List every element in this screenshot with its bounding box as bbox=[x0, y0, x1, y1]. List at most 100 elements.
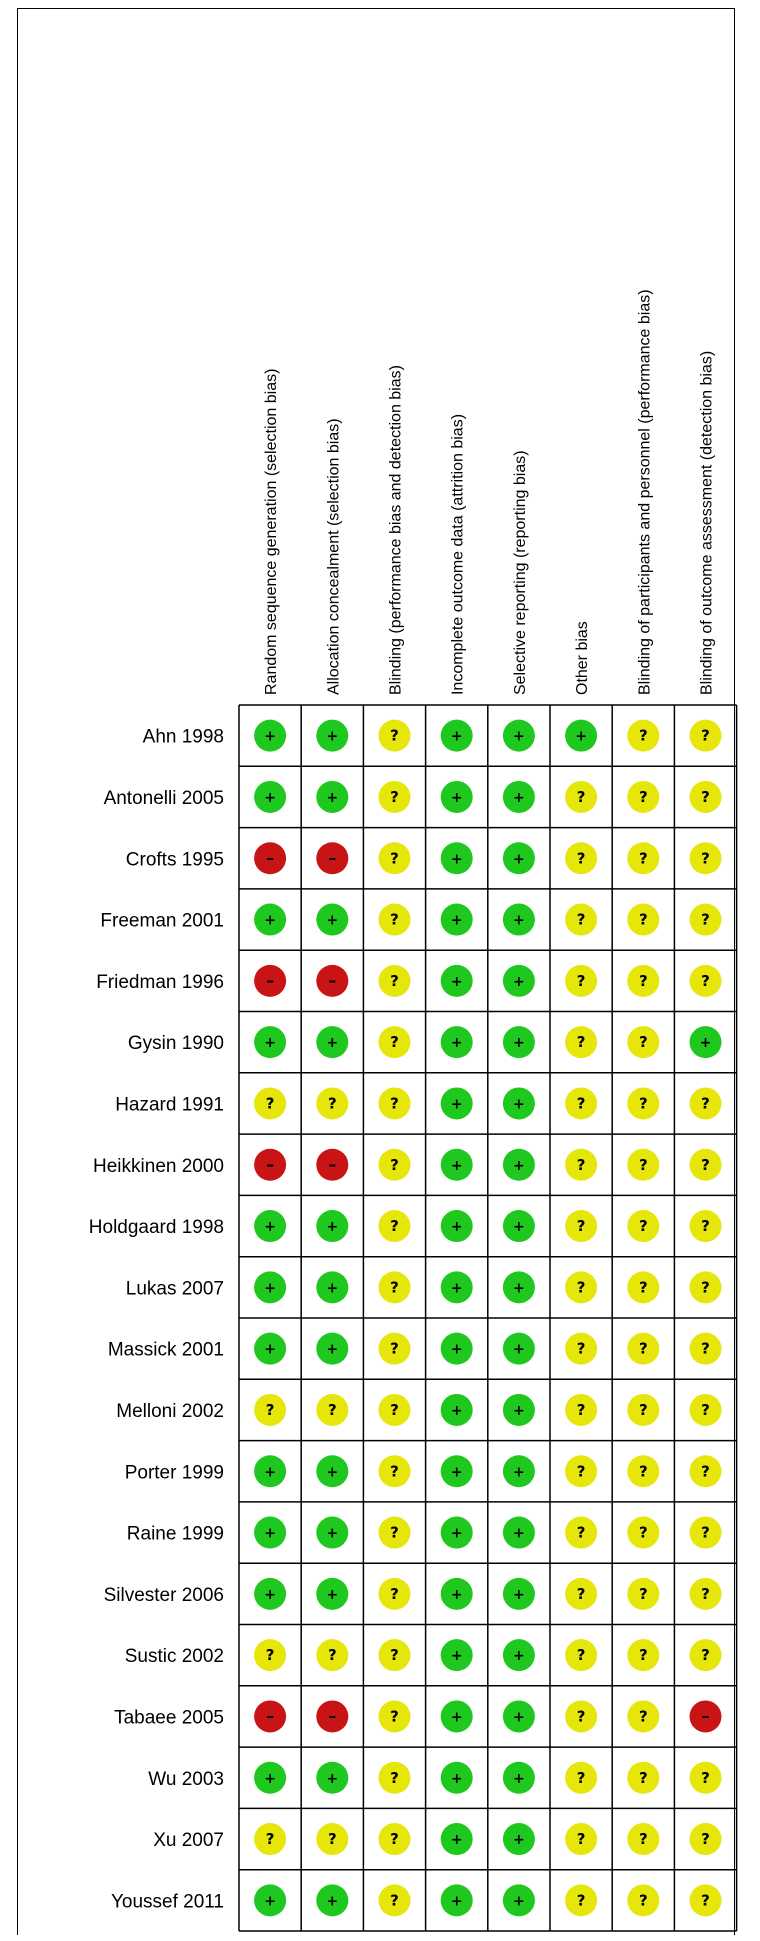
risk-cell-unclear: ? bbox=[565, 964, 598, 997]
low-risk-symbol: + bbox=[451, 1648, 463, 1664]
low-risk-circle bbox=[440, 719, 473, 752]
row-label: Xu 2007 bbox=[153, 1830, 224, 1851]
unclear-risk-symbol: ? bbox=[639, 849, 648, 867]
risk-cell-unclear: ? bbox=[378, 1271, 411, 1304]
risk-cell-low: + bbox=[502, 780, 535, 813]
low-risk-circle bbox=[502, 1087, 535, 1120]
low-risk-circle bbox=[502, 1455, 535, 1488]
low-risk-circle bbox=[316, 903, 349, 936]
low-risk-symbol: + bbox=[451, 1403, 463, 1419]
unclear-risk-circle bbox=[378, 1516, 411, 1549]
low-risk-symbol: + bbox=[326, 1035, 338, 1051]
unclear-risk-circle bbox=[627, 1393, 660, 1426]
risk-cell-unclear: ? bbox=[254, 1823, 287, 1856]
risk-cell-unclear: ? bbox=[565, 1516, 598, 1549]
risk-cell-low: + bbox=[502, 903, 535, 936]
unclear-risk-circle bbox=[565, 1271, 598, 1304]
low-risk-circle bbox=[440, 1884, 473, 1917]
unclear-risk-symbol: ? bbox=[390, 1830, 399, 1848]
risk-cell-unclear: ? bbox=[378, 1761, 411, 1794]
risk-cell-low: + bbox=[502, 1087, 535, 1120]
unclear-risk-symbol: ? bbox=[390, 1707, 399, 1725]
low-risk-circle bbox=[316, 1884, 349, 1917]
unclear-risk-circle bbox=[565, 964, 598, 997]
risk-cell-unclear: ? bbox=[565, 1148, 598, 1181]
low-risk-symbol: + bbox=[451, 1709, 463, 1725]
low-risk-symbol: + bbox=[513, 1035, 525, 1051]
unclear-risk-symbol: ? bbox=[639, 972, 648, 990]
high-risk-symbol: – bbox=[328, 1155, 336, 1174]
unclear-risk-symbol: ? bbox=[701, 788, 710, 806]
unclear-risk-symbol: ? bbox=[577, 849, 586, 867]
low-risk-circle bbox=[440, 1516, 473, 1549]
unclear-risk-circle bbox=[316, 1393, 349, 1426]
risk-cell-unclear: ? bbox=[378, 1210, 411, 1243]
unclear-risk-circle bbox=[627, 1516, 660, 1549]
unclear-risk-symbol: ? bbox=[577, 1585, 586, 1603]
low-risk-symbol: + bbox=[451, 1342, 463, 1358]
risk-cell-unclear: ? bbox=[565, 1026, 598, 1059]
risk-cell-unclear: ? bbox=[254, 1639, 287, 1672]
low-risk-symbol: + bbox=[513, 913, 525, 929]
low-risk-circle bbox=[502, 903, 535, 936]
risk-cell-unclear: ? bbox=[627, 1700, 660, 1733]
risk-cell-low: + bbox=[502, 1639, 535, 1672]
unclear-risk-circle bbox=[627, 1332, 660, 1365]
high-risk-circle bbox=[316, 1700, 349, 1733]
low-risk-circle bbox=[502, 1148, 535, 1181]
low-risk-circle bbox=[440, 1761, 473, 1794]
row-label: Raine 1999 bbox=[127, 1524, 224, 1545]
unclear-risk-circle bbox=[627, 1577, 660, 1610]
low-risk-symbol: + bbox=[264, 1035, 276, 1051]
low-risk-symbol: + bbox=[513, 1893, 525, 1909]
risk-cell-unclear: ? bbox=[378, 719, 411, 752]
column-label: Blinding of outcome assessment (detectio… bbox=[699, 351, 716, 695]
risk-cell-unclear: ? bbox=[565, 1577, 598, 1610]
unclear-risk-symbol: ? bbox=[639, 1646, 648, 1664]
low-risk-circle bbox=[502, 1332, 535, 1365]
risk-cell-low: + bbox=[440, 1823, 473, 1856]
unclear-risk-symbol: ? bbox=[577, 1217, 586, 1235]
unclear-risk-circle bbox=[627, 842, 660, 875]
risk-cell-unclear: ? bbox=[627, 1761, 660, 1794]
low-risk-symbol: + bbox=[264, 1893, 276, 1909]
low-risk-circle bbox=[316, 1332, 349, 1365]
low-risk-symbol: + bbox=[451, 1771, 463, 1787]
risk-cell-unclear: ? bbox=[689, 842, 722, 875]
low-risk-symbol: + bbox=[264, 1771, 276, 1787]
risk-cell-unclear: ? bbox=[565, 780, 598, 813]
low-risk-circle bbox=[440, 903, 473, 936]
unclear-risk-symbol: ? bbox=[577, 1769, 586, 1787]
risk-cell-low: + bbox=[316, 1271, 349, 1304]
risk-cell-low: + bbox=[316, 1761, 349, 1794]
unclear-risk-symbol: ? bbox=[577, 1462, 586, 1480]
low-risk-symbol: + bbox=[326, 1587, 338, 1603]
risk-cell-unclear: ? bbox=[627, 1577, 660, 1610]
unclear-risk-circle bbox=[378, 1393, 411, 1426]
unclear-risk-circle bbox=[627, 903, 660, 936]
risk-cell-unclear: ? bbox=[689, 1455, 722, 1488]
unclear-risk-circle bbox=[689, 964, 722, 997]
unclear-risk-circle bbox=[627, 1884, 660, 1917]
low-risk-circle bbox=[502, 719, 535, 752]
low-risk-circle bbox=[440, 842, 473, 875]
risk-cell-low: + bbox=[316, 903, 349, 936]
risk-cell-high: – bbox=[254, 1700, 287, 1733]
low-risk-symbol: + bbox=[451, 1280, 463, 1296]
risk-cell-unclear: ? bbox=[627, 1026, 660, 1059]
unclear-risk-symbol: ? bbox=[639, 788, 648, 806]
risk-cell-unclear: ? bbox=[565, 1700, 598, 1733]
unclear-risk-symbol: ? bbox=[577, 1707, 586, 1725]
risk-cell-low: + bbox=[440, 1761, 473, 1794]
unclear-risk-circle bbox=[378, 1026, 411, 1059]
unclear-risk-circle bbox=[254, 1393, 287, 1426]
low-risk-symbol: + bbox=[264, 1280, 276, 1296]
low-risk-circle bbox=[316, 719, 349, 752]
low-risk-symbol: + bbox=[513, 1403, 525, 1419]
low-risk-symbol: + bbox=[264, 1464, 276, 1480]
risk-cell-unclear: ? bbox=[689, 964, 722, 997]
risk-cell-unclear: ? bbox=[378, 1516, 411, 1549]
high-risk-circle bbox=[316, 964, 349, 997]
row-label: Tabaee 2005 bbox=[114, 1707, 224, 1728]
low-risk-circle bbox=[254, 1210, 287, 1243]
